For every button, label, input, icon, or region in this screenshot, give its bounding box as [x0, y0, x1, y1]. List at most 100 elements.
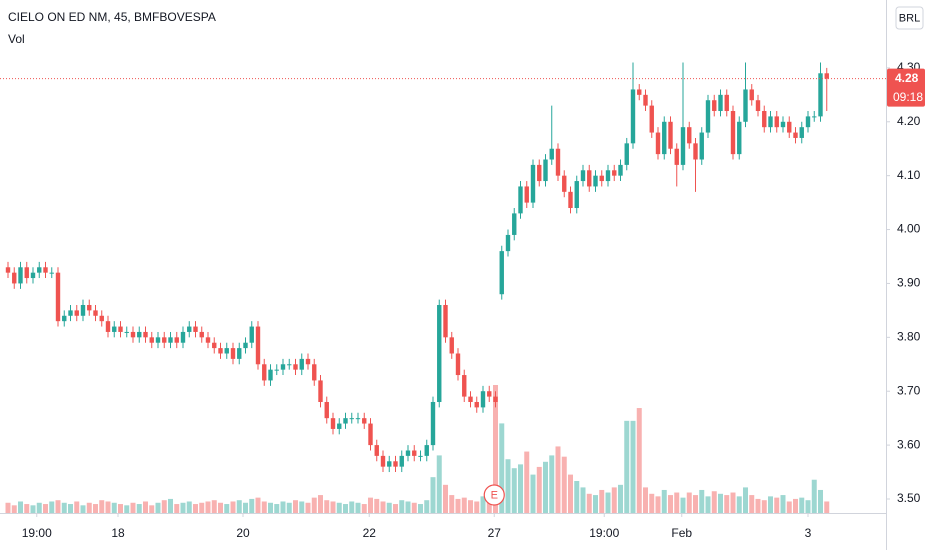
candle-body	[724, 94, 729, 112]
volume-bar	[755, 498, 761, 513]
volume-bar	[668, 495, 673, 513]
candle-body	[418, 455, 423, 457]
candle-body	[368, 423, 373, 446]
candle-body	[337, 423, 342, 429]
volume-bar	[249, 498, 255, 513]
volume-bar	[111, 502, 117, 513]
volume-bar	[461, 497, 467, 513]
candle-body	[562, 175, 567, 192]
currency: BRL	[899, 12, 920, 24]
volume-bar	[374, 498, 380, 513]
volume-bar	[293, 500, 298, 513]
candle-body	[705, 100, 711, 133]
volume-bar	[580, 487, 586, 513]
x-tick-label: 19:00	[22, 526, 52, 540]
volume-bar	[493, 385, 498, 513]
volume-bar	[343, 504, 348, 513]
candle-body	[530, 164, 536, 203]
candle-body	[399, 455, 404, 467]
volume-bar	[530, 474, 536, 513]
volume-bar	[524, 451, 530, 513]
candle-body	[249, 326, 254, 343]
volume-bar	[299, 501, 305, 513]
candle-body	[312, 364, 317, 381]
volume-bar	[274, 504, 280, 513]
candle-body	[262, 364, 267, 381]
candle-body	[55, 272, 61, 322]
volume-bar	[36, 502, 42, 513]
volume-bar	[336, 502, 342, 513]
candle-body	[505, 234, 511, 252]
candle-body	[593, 175, 598, 187]
volume-bar	[324, 500, 330, 513]
volume-bar	[380, 501, 386, 513]
y-tick-label: 4.00	[897, 222, 921, 236]
candle-body	[343, 418, 348, 424]
candle-body	[162, 337, 167, 343]
candle-body	[787, 121, 792, 133]
volume-bar	[330, 501, 336, 513]
volume-bar	[636, 408, 642, 513]
candle-body	[805, 116, 811, 128]
volume-layer	[5, 385, 830, 513]
volume-bar	[811, 479, 817, 513]
earnings-marker-label: E	[491, 489, 498, 501]
volume-bar	[193, 504, 198, 513]
candle-body	[349, 418, 354, 420]
volume-bar	[555, 446, 561, 513]
candle-body	[662, 121, 667, 155]
volume-bar	[205, 501, 211, 513]
x-tick-label: 19:00	[589, 526, 619, 540]
candle-body	[12, 272, 17, 284]
volume-bar	[149, 505, 155, 513]
candle-body	[149, 337, 154, 343]
candle-body	[224, 348, 229, 354]
volume-bar	[799, 497, 805, 513]
candle-body	[124, 331, 129, 333]
candle-body	[80, 304, 86, 316]
volume-bar	[436, 455, 442, 513]
candle-body	[87, 304, 92, 311]
candle-body	[412, 450, 417, 456]
volume-bar	[11, 505, 17, 513]
volume-bar	[680, 497, 686, 513]
volume-bar	[99, 500, 105, 513]
y-tick-label: 4.10	[897, 168, 921, 182]
volume-bar	[443, 484, 448, 513]
candle-body	[712, 100, 717, 112]
volume-bar	[418, 504, 423, 513]
candle-body	[599, 175, 604, 182]
candle-body	[443, 304, 448, 338]
y-tick-label: 3.50	[897, 491, 921, 505]
candle-body	[199, 331, 204, 338]
currency-box[interactable]	[895, 6, 924, 30]
earnings-marker[interactable]	[483, 484, 505, 506]
volume-bar	[768, 496, 773, 513]
volume-bar	[805, 500, 811, 513]
volume-bar	[186, 501, 192, 513]
candle-body	[587, 170, 592, 187]
volume-bar	[268, 502, 273, 513]
candle-body	[668, 121, 673, 149]
volume-bar	[430, 477, 436, 513]
candle-body	[374, 445, 379, 456]
volume-bar	[105, 501, 111, 513]
volume-bar	[568, 474, 573, 513]
candle-body	[818, 73, 823, 117]
volume-bar	[68, 504, 73, 513]
volume-bar	[130, 502, 136, 513]
candle-body	[287, 364, 292, 366]
candle-body	[330, 418, 336, 429]
volume-bar	[243, 502, 248, 513]
candle-body	[687, 127, 692, 144]
candle-body	[455, 353, 461, 376]
candle-body	[612, 170, 617, 176]
candle-body	[62, 315, 67, 322]
candle-body	[755, 100, 761, 112]
volume-bar	[55, 500, 61, 513]
candle-body	[780, 121, 786, 128]
candle-body	[362, 418, 367, 424]
volume-bar	[693, 495, 698, 513]
candle-body	[43, 267, 48, 273]
volume-bar	[824, 501, 830, 513]
